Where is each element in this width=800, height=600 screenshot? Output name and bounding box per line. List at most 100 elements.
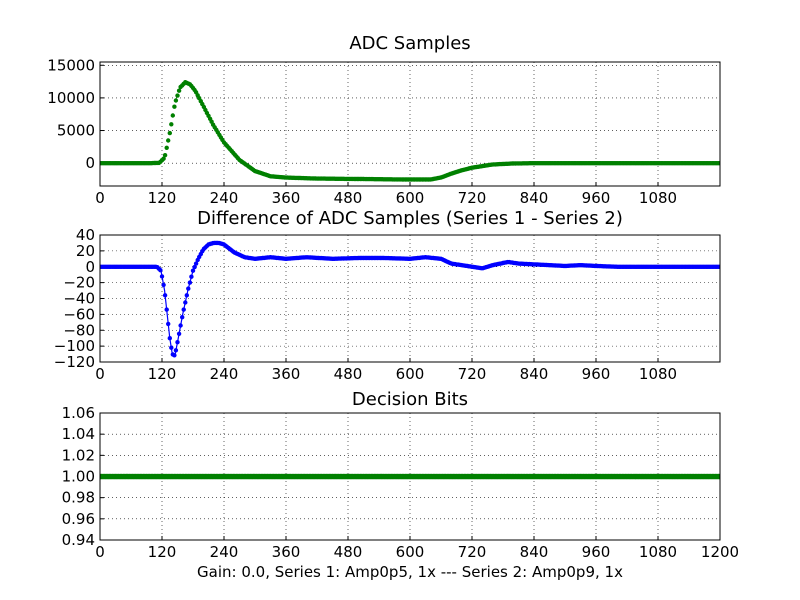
y-tick-label: 0	[85, 258, 95, 276]
x-axis-label: Gain: 0.0, Series 1: Amp0p5, 1x --- Seri…	[197, 563, 623, 581]
data-point	[183, 300, 188, 305]
x-tick-label: 240	[210, 543, 239, 561]
x-tick-label: 960	[582, 189, 611, 207]
x-tick-label: 360	[272, 365, 301, 383]
x-tick-label: 720	[458, 365, 487, 383]
x-tick-label: 600	[396, 543, 425, 561]
x-tick-label: 0	[95, 543, 105, 561]
y-tick-label: 0.98	[62, 489, 95, 507]
chart-title: Decision Bits	[352, 389, 468, 410]
x-tick-label: 840	[520, 189, 549, 207]
data-point	[162, 153, 168, 158]
x-tick-label: 120	[148, 189, 177, 207]
data-point	[192, 264, 197, 270]
data-point	[175, 340, 180, 345]
x-tick-label: 600	[396, 189, 425, 207]
y-tick-label: −40	[63, 290, 95, 308]
x-tick-label: 720	[458, 543, 487, 561]
data-point	[180, 315, 185, 320]
data-point	[159, 274, 165, 279]
y-tick-label: 1.06	[62, 404, 95, 422]
x-tick-label: 1080	[639, 365, 677, 383]
chart-title: ADC Samples	[349, 33, 470, 54]
data-point	[717, 473, 720, 480]
y-tick-label: −100	[54, 337, 95, 355]
series-markers	[100, 80, 720, 182]
x-tick-label: 840	[520, 543, 549, 561]
plot-frame	[99, 61, 721, 187]
x-tick-label: 1200	[701, 543, 739, 561]
data-point	[186, 286, 191, 291]
data-point	[166, 138, 171, 143]
y-tick-label: 1.02	[62, 446, 95, 464]
y-tick-label: 40	[76, 226, 95, 244]
data-point	[169, 345, 174, 350]
data-point	[189, 274, 194, 279]
x-tick-label: 480	[334, 365, 363, 383]
chart-title: Difference of ADC Samples (Series 1 - Se…	[197, 208, 623, 229]
y-tick-label: −60	[63, 305, 95, 323]
chart-panel-3: Decision Bits 0 120 240 360 480 600 720 840 960 10…	[62, 389, 740, 581]
y-tick-label: −120	[54, 353, 95, 371]
x-tick-label: 360	[272, 189, 301, 207]
data-point	[167, 130, 172, 136]
data-point	[167, 336, 172, 341]
data-point	[173, 98, 179, 103]
x-tick-label: 480	[334, 543, 363, 561]
y-tick-label: 0.96	[62, 510, 95, 528]
chart-panel-2: Difference of ADC Samples (Series 1 - Se…	[54, 208, 721, 383]
data-point	[184, 293, 189, 298]
y-tick-label: 0	[85, 154, 95, 172]
y-tick-label: 15000	[47, 56, 95, 74]
data-point	[717, 161, 720, 166]
data-point	[162, 293, 168, 298]
x-tick-label: 960	[582, 543, 611, 561]
plot-frame	[99, 234, 721, 363]
x-tick-label: 0	[95, 365, 105, 383]
data-point	[717, 264, 720, 269]
x-tick-label: 960	[582, 365, 611, 383]
x-tick-label: 360	[272, 543, 301, 561]
data-point	[178, 323, 183, 328]
y-tick-label: 1.04	[62, 425, 95, 443]
data-point	[187, 280, 193, 285]
chart-panel-1: ADC Samples 0 120 240 360 480 600 720 840 960 1080…	[47, 33, 721, 207]
x-tick-label: 0	[95, 189, 105, 207]
data-point	[169, 122, 174, 127]
data-point	[164, 145, 169, 150]
plot-frame	[99, 412, 721, 541]
series-markers	[100, 240, 720, 358]
data-point	[190, 268, 196, 273]
data-point	[161, 156, 166, 161]
x-tick-label: 240	[210, 365, 239, 383]
x-tick-label: 720	[458, 189, 487, 207]
x-tick-label: 120	[148, 543, 177, 561]
data-point	[173, 348, 179, 353]
y-tick-label: −20	[63, 274, 95, 292]
data-point	[181, 307, 186, 312]
x-tick-label: 1080	[639, 543, 677, 561]
data-point	[158, 268, 163, 273]
data-point	[172, 353, 177, 358]
data-point	[176, 88, 182, 93]
x-tick-label: 480	[334, 189, 363, 207]
y-tick-label: 10000	[47, 89, 95, 107]
data-point	[193, 261, 199, 266]
x-tick-label: 120	[148, 365, 177, 383]
series-markers	[100, 473, 720, 480]
data-point	[166, 321, 171, 327]
data-point	[164, 307, 169, 312]
data-point	[172, 104, 177, 109]
data-point	[170, 113, 175, 118]
y-tick-label: 0.94	[62, 531, 95, 549]
x-tick-label: 840	[520, 365, 549, 383]
y-tick-label: 1.00	[62, 468, 95, 486]
data-point	[161, 282, 166, 288]
data-point	[175, 93, 180, 98]
x-tick-label: 600	[396, 365, 425, 383]
y-tick-label: −80	[63, 321, 95, 339]
x-tick-label: 240	[210, 189, 239, 207]
data-point	[176, 331, 182, 336]
y-tick-label: 5000	[57, 122, 95, 140]
